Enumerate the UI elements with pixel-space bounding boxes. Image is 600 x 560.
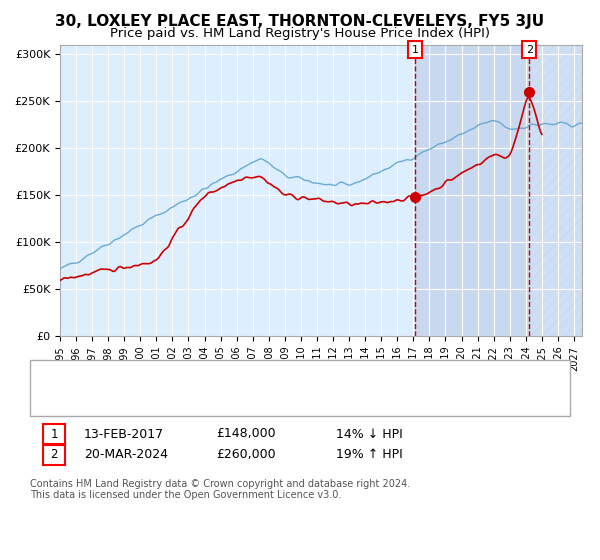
Text: 30, LOXLEY PLACE EAST, THORNTON-CLEVELEYS, FY5 3JU (detached house): 30, LOXLEY PLACE EAST, THORNTON-CLEVELEY… [78,377,523,390]
Text: 13-FEB-2017: 13-FEB-2017 [84,427,164,441]
Text: 19% ↑ HPI: 19% ↑ HPI [336,448,403,461]
Text: 20-MAR-2024: 20-MAR-2024 [84,448,168,461]
Text: 14% ↓ HPI: 14% ↓ HPI [336,427,403,441]
Text: 2: 2 [526,45,533,55]
Bar [529,45,582,336]
Bar [415,45,529,336]
Text: ——: —— [48,376,76,391]
Text: £148,000: £148,000 [216,427,275,441]
Text: 1: 1 [50,427,58,441]
Text: 30, LOXLEY PLACE EAST, THORNTON-CLEVELEYS, FY5 3JU: 30, LOXLEY PLACE EAST, THORNTON-CLEVELEY… [55,14,545,29]
Text: 2: 2 [50,448,58,461]
Text: 1: 1 [412,45,418,55]
Text: ——: —— [48,392,76,405]
Text: £260,000: £260,000 [216,448,275,461]
Text: HPI: Average price, detached house, Blackpool: HPI: Average price, detached house, Blac… [78,392,353,405]
Text: Price paid vs. HM Land Registry's House Price Index (HPI): Price paid vs. HM Land Registry's House … [110,27,490,40]
Text: Contains HM Land Registry data © Crown copyright and database right 2024.
This d: Contains HM Land Registry data © Crown c… [30,479,410,501]
